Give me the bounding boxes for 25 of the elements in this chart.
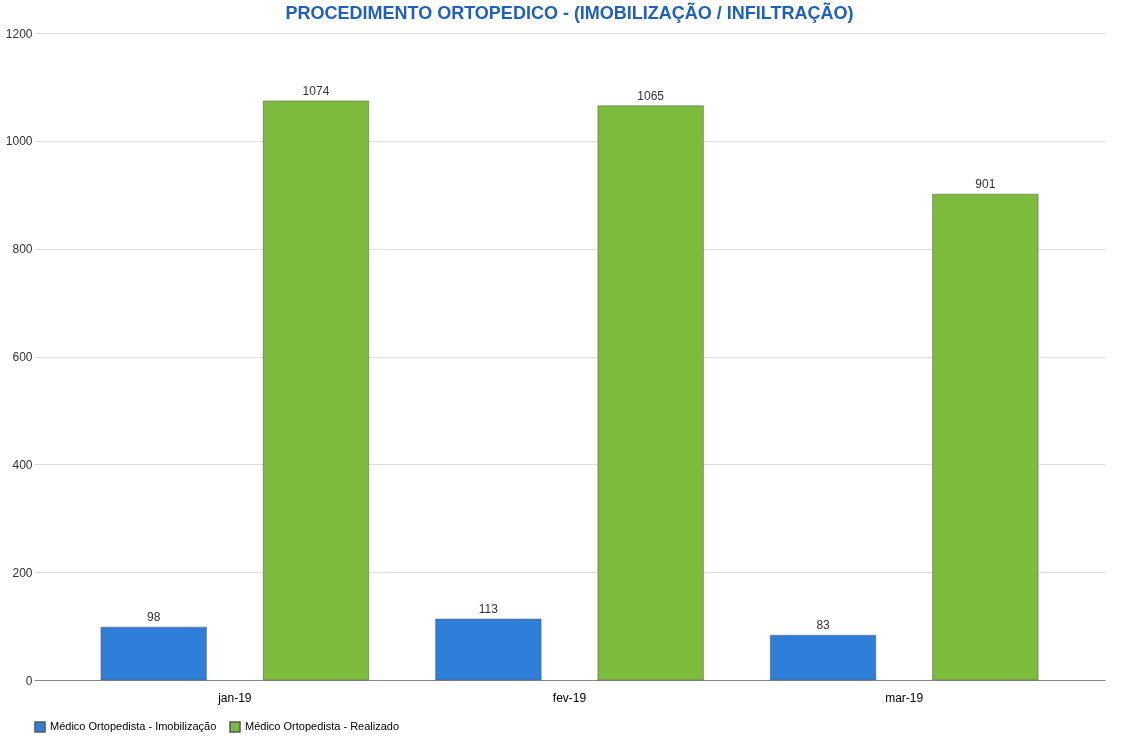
bar [932, 193, 1039, 681]
bar [262, 100, 369, 681]
data-label: 901 [975, 177, 996, 192]
x-tick-label: fev-19 [552, 690, 587, 705]
y-tick-label: 0 [25, 673, 33, 688]
y-tick-label: 200 [12, 565, 33, 580]
x-tick-label: jan-19 [217, 690, 252, 705]
y-tick-label: 1200 [5, 26, 33, 41]
data-label: 1074 [302, 83, 330, 98]
x-tick-label: mar-19 [885, 690, 924, 705]
y-tick-label: 600 [12, 350, 33, 364]
y-tick-label: 1000 [5, 134, 33, 149]
bar [100, 626, 207, 681]
legend-label: Médico Ortopedista - Imobilização [50, 720, 217, 732]
data-label: 1065 [637, 88, 665, 103]
bar [597, 105, 704, 681]
data-label: 98 [147, 610, 161, 625]
bar [770, 635, 877, 681]
legend-label: Médico Ortopedista - Realizado [245, 720, 400, 732]
data-label: 83 [816, 618, 831, 633]
y-tick-label: 400 [12, 457, 33, 472]
chart-title: PROCEDIMENTO ORTOPEDICO - (IMOBILIZAÇÃO / INFILTRAÇÃO) [285, 2, 854, 23]
y-tick-label: 800 [12, 242, 33, 257]
bar [435, 618, 542, 681]
data-label: 113 [478, 602, 499, 617]
